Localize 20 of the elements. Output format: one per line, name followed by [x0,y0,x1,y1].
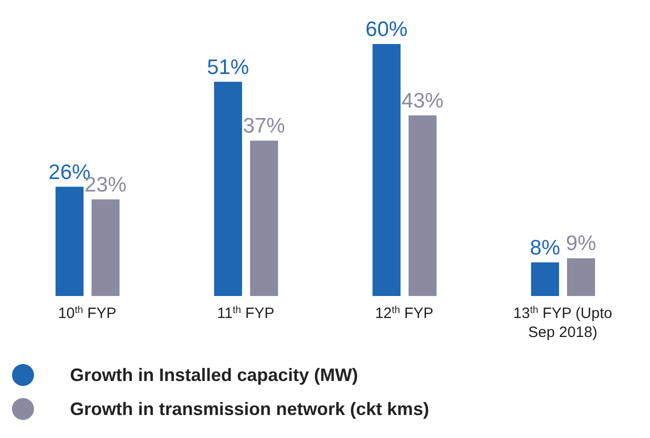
bar [531,262,560,296]
bar [408,115,437,296]
bar [567,258,596,296]
x-tick-label: 13$^{th}$ FYP (Upto Sep 2018) [513,304,612,341]
legend-label: Growth in transmission network (ckt kms) [70,398,430,420]
x-tick-label: 11$^{th}$ FYP [217,304,274,322]
data-label: 9% [566,232,596,256]
data-label: 51% [207,56,250,79]
data-label: 43% [402,89,444,112]
bar [214,82,242,296]
data-label: 60% [366,18,408,41]
data-label: 8% [530,236,560,260]
x-tick-label: 10$^{th}$ FYP [58,304,116,322]
x-tick-label: 12$^{th}$ FYP [375,304,434,322]
legend-label: Growth in Installed capacity (MW) [70,364,358,386]
bar [56,186,84,296]
bar [250,140,278,296]
bar [92,199,120,296]
data-label: 37% [243,114,286,138]
bar [372,44,401,296]
